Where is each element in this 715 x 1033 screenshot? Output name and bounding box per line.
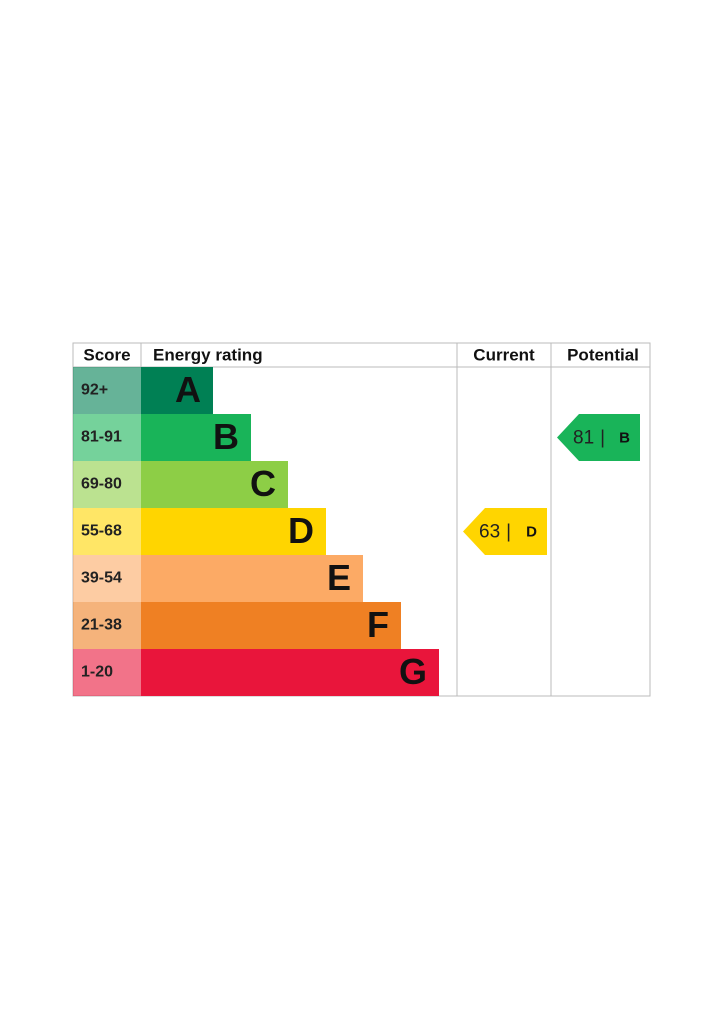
potential-rating: B: [619, 429, 630, 446]
score-label: 92+: [81, 382, 108, 399]
score-cell: [73, 602, 141, 649]
score-cell: [73, 461, 141, 508]
rating-letter: B: [213, 416, 239, 457]
score-header: Score: [83, 345, 130, 364]
rating-letter: D: [288, 510, 314, 551]
rating-bar: [141, 461, 288, 508]
rating-bar: [141, 414, 251, 461]
current-header: Current: [473, 345, 535, 364]
potential-divider: |: [600, 428, 605, 449]
rating-bar: [141, 602, 401, 649]
score-cell: [73, 508, 141, 555]
rating-letter: G: [399, 651, 427, 692]
current-score: 63: [479, 522, 500, 543]
rating-letter: A: [175, 369, 201, 410]
potential-score: 81: [573, 428, 594, 449]
potential-label: 81 |: [573, 428, 605, 449]
rating-letter: E: [327, 557, 351, 598]
current-label: 63 |: [479, 522, 511, 543]
score-label: 1-20: [81, 664, 113, 681]
score-label: 55-68: [81, 523, 122, 540]
rating-letter: C: [250, 463, 276, 504]
current-rating: D: [526, 523, 537, 540]
score-label: 21-38: [81, 617, 122, 634]
score-cell: [73, 649, 141, 696]
rating-letter: F: [367, 604, 389, 645]
rating-bar: [141, 508, 326, 555]
rating-bar: [141, 367, 213, 414]
potential-header: Potential: [567, 345, 639, 364]
rating-header: Energy rating: [153, 345, 263, 364]
rating-bar: [141, 555, 363, 602]
potential-arrow: [557, 414, 640, 461]
score-cell: [73, 414, 141, 461]
score-label: 39-54: [81, 570, 122, 587]
current-arrow: [463, 508, 547, 555]
current-divider: |: [506, 522, 511, 543]
score-label: 81-91: [81, 429, 122, 446]
score-cell: [73, 367, 141, 414]
rating-bar: [141, 649, 439, 696]
score-label: 69-80: [81, 476, 122, 493]
score-cell: [73, 555, 141, 602]
